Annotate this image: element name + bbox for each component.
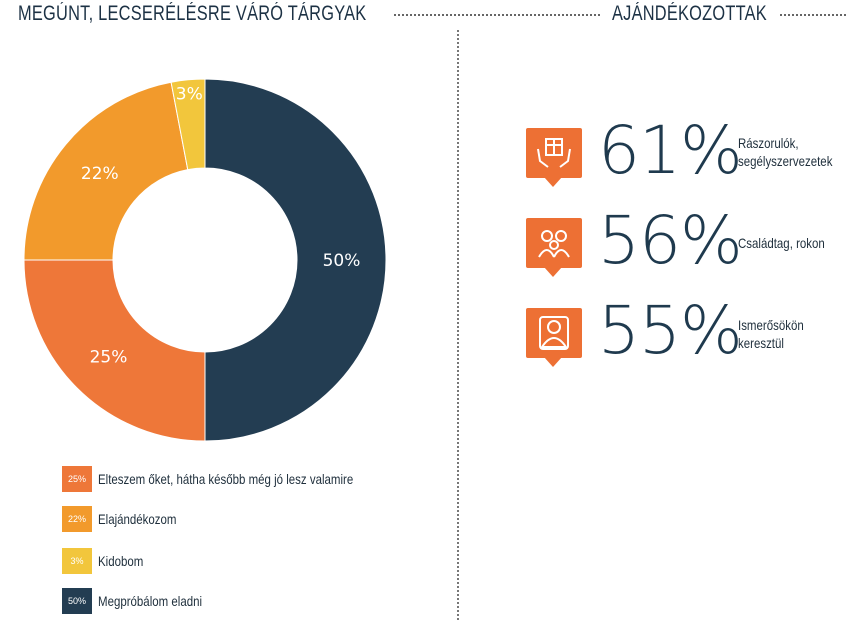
- donut-slice-2: [23, 81, 189, 261]
- legend-label: Megpróbálom eladni: [98, 593, 203, 609]
- left-header: MEGÚNT, LECSERÉLÉSRE VÁRÓ TÁRGYAK: [18, 2, 367, 25]
- legend-swatch: 25%: [62, 466, 92, 492]
- stat-percent: 61%: [598, 112, 743, 189]
- donut-label-1: 25%: [90, 348, 128, 368]
- stat-percent: 56%: [598, 202, 743, 279]
- person-icon: [526, 308, 582, 367]
- donut-slice-1: [23, 259, 206, 442]
- legend-item: 25% Elteszem őket, hátha később még jó l…: [62, 466, 409, 492]
- stat-description: Ismerősökön keresztül: [738, 316, 850, 352]
- legend-label: Elajándékozom: [98, 511, 177, 527]
- stat-desc-line: keresztül: [738, 335, 784, 351]
- donut-chart: 50% 25% 22% 3%: [23, 78, 387, 442]
- legend-label: Kidobom: [98, 553, 144, 569]
- stat-desc-line: segélyszervezetek: [738, 153, 833, 169]
- legend-item: 50% Megpróbálom eladni: [62, 588, 225, 614]
- legend-label: Elteszem őket, hátha később még jó lesz …: [98, 471, 354, 487]
- column-divider: [457, 30, 459, 620]
- donut-label-0: 50%: [323, 251, 361, 271]
- right-header-rule: [780, 14, 846, 16]
- stat-description: Rászorulók, segélyszervezetek: [738, 134, 850, 170]
- stat-desc-line: Rászorulók,: [738, 135, 799, 151]
- family-icon: [526, 218, 582, 277]
- right-header: AJÁNDÉKOZOTTAK: [612, 2, 767, 25]
- left-header-rule: [394, 14, 600, 16]
- stat-description: Családtag, rokon: [738, 234, 850, 252]
- legend-item: 22% Elajándékozom: [62, 506, 194, 532]
- stat-desc-line: Családtag, rokon: [738, 235, 825, 251]
- donut-slice-0: [204, 78, 387, 442]
- donut-label-2: 22%: [81, 164, 119, 184]
- legend-item: 3% Kidobom: [62, 548, 153, 574]
- legend-swatch: 22%: [62, 506, 92, 532]
- donut-label-3: 3%: [176, 85, 203, 105]
- stat-percent: 55%: [598, 292, 743, 369]
- stat-desc-line: Ismerősökön: [738, 317, 804, 333]
- legend-swatch: 3%: [62, 548, 92, 574]
- gift-hands-icon: [526, 128, 582, 187]
- legend-swatch: 50%: [62, 588, 92, 614]
- donut-slice-3: [170, 78, 206, 171]
